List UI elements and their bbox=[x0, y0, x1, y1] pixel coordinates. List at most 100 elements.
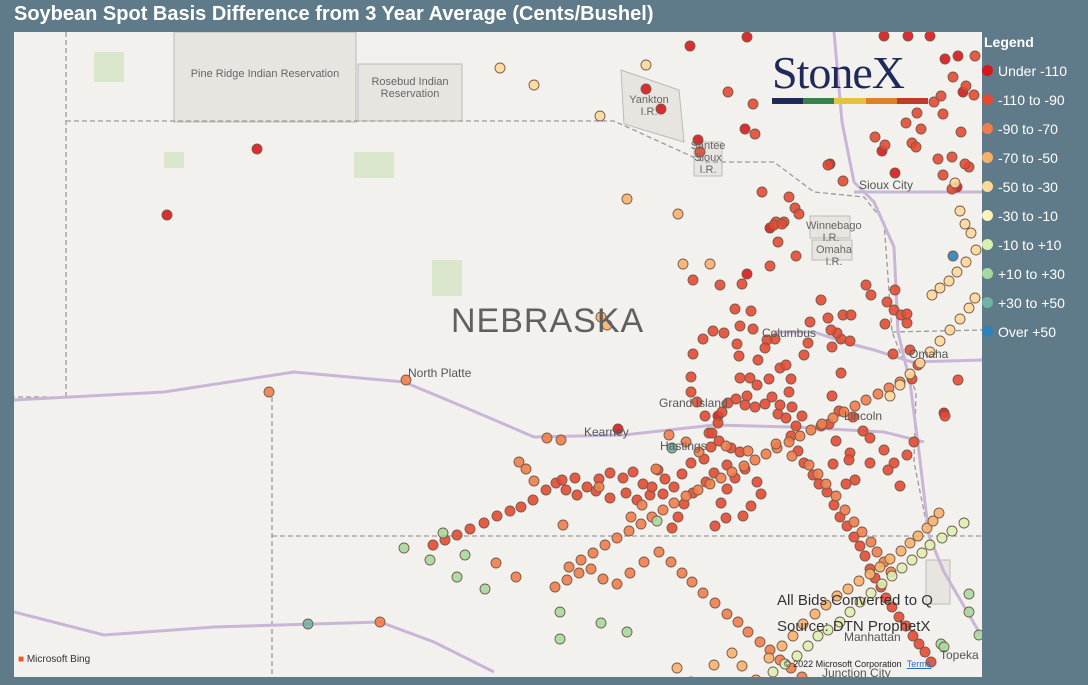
bid-point[interactable] bbox=[637, 478, 649, 490]
bid-point[interactable] bbox=[871, 546, 883, 558]
bid-point[interactable] bbox=[876, 578, 888, 590]
bid-point[interactable] bbox=[790, 250, 802, 262]
bid-point[interactable] bbox=[960, 80, 972, 92]
bid-point[interactable] bbox=[437, 527, 449, 539]
bid-point[interactable] bbox=[939, 410, 951, 422]
bid-point[interactable] bbox=[617, 472, 629, 484]
bid-point[interactable] bbox=[520, 463, 532, 475]
bid-point[interactable] bbox=[767, 666, 779, 677]
bid-point[interactable] bbox=[946, 151, 958, 163]
bid-point[interactable] bbox=[745, 500, 757, 512]
bid-point[interactable] bbox=[884, 390, 896, 402]
bid-point[interactable] bbox=[708, 659, 720, 671]
bid-point[interactable] bbox=[741, 32, 753, 43]
bid-point[interactable] bbox=[847, 411, 859, 423]
bid-point[interactable] bbox=[621, 626, 633, 638]
bid-point[interactable] bbox=[959, 158, 971, 170]
legend-item[interactable]: +10 to +30 bbox=[982, 259, 1088, 288]
bid-point[interactable] bbox=[709, 520, 721, 532]
bid-point[interactable] bbox=[714, 279, 726, 291]
bid-point[interactable] bbox=[947, 250, 959, 262]
bid-point[interactable] bbox=[857, 425, 869, 437]
bid-point[interactable] bbox=[865, 587, 877, 599]
bid-point[interactable] bbox=[657, 488, 669, 500]
legend-item[interactable]: Under -110 bbox=[982, 56, 1088, 85]
bid-point[interactable] bbox=[736, 660, 748, 672]
bid-point[interactable] bbox=[954, 205, 966, 217]
bid-point[interactable] bbox=[706, 427, 718, 439]
legend-item[interactable]: -50 to -30 bbox=[982, 172, 1088, 201]
bid-point[interactable] bbox=[924, 346, 936, 358]
bid-point[interactable] bbox=[704, 258, 716, 270]
bid-point[interactable] bbox=[844, 335, 856, 347]
bid-point[interactable] bbox=[865, 289, 877, 301]
bid-point[interactable] bbox=[969, 50, 981, 62]
legend-item[interactable]: +30 to +50 bbox=[982, 288, 1088, 317]
bid-point[interactable] bbox=[902, 32, 914, 42]
bid-point[interactable] bbox=[780, 359, 792, 371]
bid-point[interactable] bbox=[927, 515, 939, 527]
bid-point[interactable] bbox=[478, 517, 490, 529]
bid-point[interactable] bbox=[934, 282, 946, 294]
bid-point[interactable] bbox=[668, 497, 680, 509]
terms-link[interactable]: Terms bbox=[906, 659, 932, 669]
bid-point[interactable] bbox=[705, 441, 717, 453]
bid-point[interactable] bbox=[587, 547, 599, 559]
bid-point[interactable] bbox=[946, 525, 958, 537]
bid-point[interactable] bbox=[263, 386, 275, 398]
bid-point[interactable] bbox=[699, 410, 711, 422]
bid-point[interactable] bbox=[834, 616, 846, 628]
bid-point[interactable] bbox=[894, 379, 906, 391]
bid-point[interactable] bbox=[721, 608, 733, 620]
bid-point[interactable] bbox=[560, 484, 572, 496]
bid-point[interactable] bbox=[889, 167, 901, 179]
bid-point[interactable] bbox=[776, 218, 788, 230]
bid-point[interactable] bbox=[733, 350, 745, 362]
bid-point[interactable] bbox=[747, 98, 759, 110]
bid-point[interactable] bbox=[302, 618, 314, 630]
bid-point[interactable] bbox=[907, 630, 919, 642]
bid-point[interactable] bbox=[938, 641, 950, 653]
bid-point[interactable] bbox=[759, 342, 771, 354]
bid-point[interactable] bbox=[692, 484, 704, 496]
bid-point[interactable] bbox=[835, 367, 847, 379]
bid-point[interactable] bbox=[620, 487, 632, 499]
bid-point[interactable] bbox=[904, 344, 916, 356]
bid-point[interactable] bbox=[751, 379, 763, 391]
bid-point[interactable] bbox=[879, 318, 891, 330]
bid-point[interactable] bbox=[831, 590, 843, 602]
bid-point[interactable] bbox=[856, 526, 868, 538]
bid-point[interactable] bbox=[640, 83, 652, 95]
bid-point[interactable] bbox=[755, 488, 767, 500]
bid-point[interactable] bbox=[845, 309, 857, 321]
bid-point[interactable] bbox=[864, 457, 876, 469]
bid-point[interactable] bbox=[479, 583, 491, 595]
bid-point[interactable] bbox=[490, 557, 502, 569]
bid-point[interactable] bbox=[657, 504, 669, 516]
bid-point[interactable] bbox=[935, 90, 947, 102]
bid-point[interactable] bbox=[709, 597, 721, 609]
legend-item[interactable]: -30 to -10 bbox=[982, 201, 1088, 230]
bid-point[interactable] bbox=[680, 490, 692, 502]
bid-point[interactable] bbox=[869, 131, 881, 143]
bid-point[interactable] bbox=[960, 256, 972, 268]
bid-point[interactable] bbox=[864, 432, 876, 444]
bid-point[interactable] bbox=[783, 386, 795, 398]
bid-point[interactable] bbox=[527, 494, 539, 506]
bid-point[interactable] bbox=[864, 568, 876, 580]
bid-point[interactable] bbox=[848, 531, 860, 543]
bid-point[interactable] bbox=[860, 279, 872, 291]
bid-point[interactable] bbox=[840, 478, 852, 490]
bid-point[interactable] bbox=[650, 463, 662, 475]
bid-point[interactable] bbox=[959, 218, 971, 230]
bid-point[interactable] bbox=[779, 658, 791, 670]
bid-point[interactable] bbox=[593, 481, 605, 493]
bid-point[interactable] bbox=[729, 303, 741, 315]
bid-point[interactable] bbox=[585, 563, 597, 575]
bid-point[interactable] bbox=[763, 373, 775, 385]
bid-point[interactable] bbox=[884, 553, 896, 565]
legend-item[interactable]: -10 to +10 bbox=[982, 230, 1088, 259]
bid-point[interactable] bbox=[879, 139, 891, 151]
bid-point[interactable] bbox=[638, 556, 650, 568]
bid-point[interactable] bbox=[955, 126, 967, 138]
